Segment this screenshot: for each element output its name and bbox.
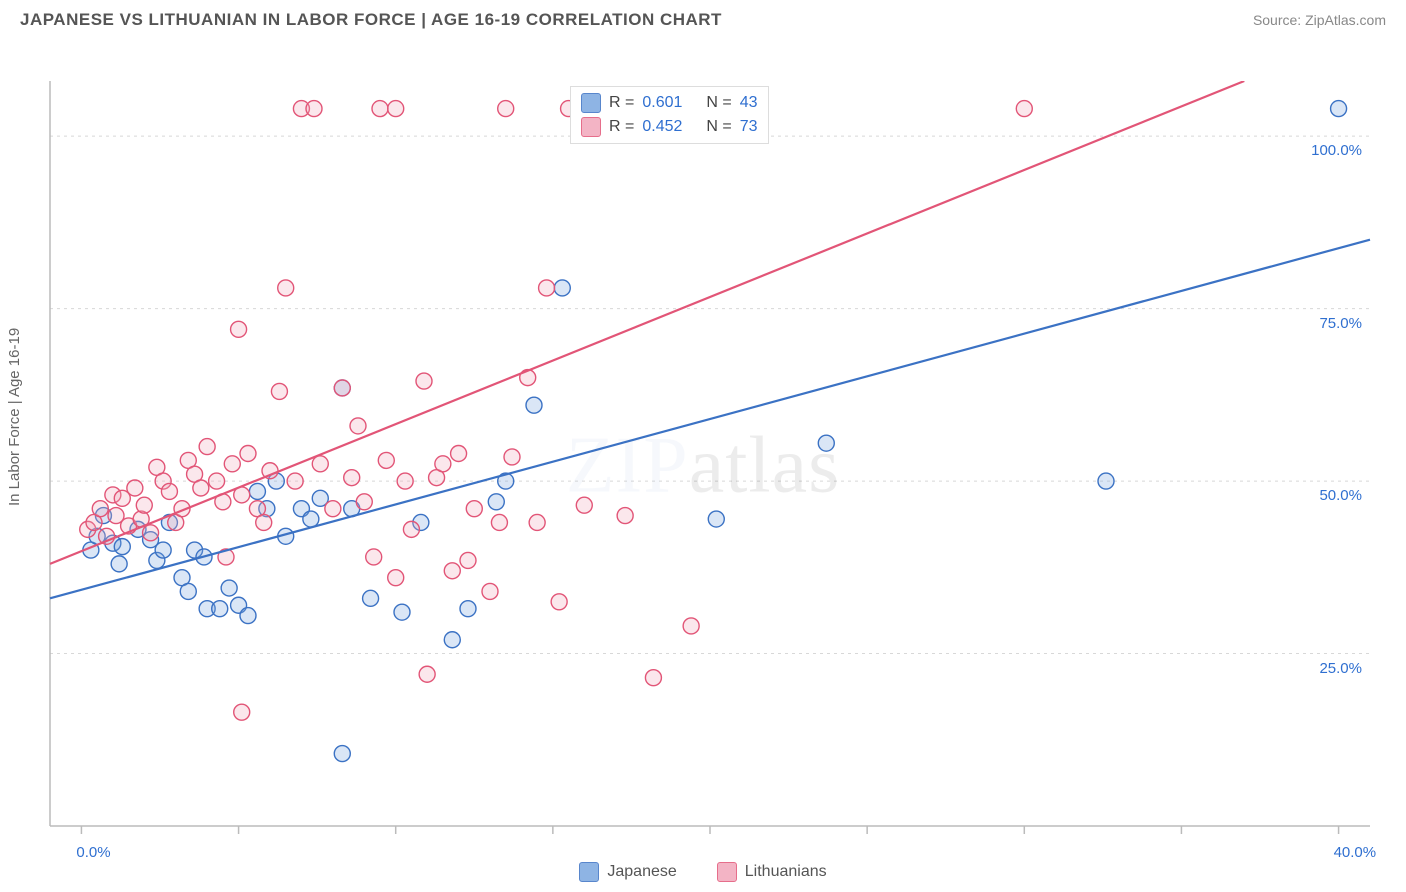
source-label: Source: ZipAtlas.com [1253,12,1386,28]
legend-label-lithuanians: Lithuanians [745,863,827,881]
r-label: R = [609,94,634,112]
swatch-japanese [579,862,599,882]
r-value-lithuanians: 0.452 [642,118,682,136]
y-tick-label: 25.0% [1302,660,1362,677]
legend-row-japanese: R = 0.601 N = 43 [581,91,758,115]
x-tick-label: 40.0% [1334,844,1377,861]
y-tick-label: 75.0% [1302,315,1362,332]
swatch-japanese [581,93,601,113]
legend-item-lithuanians: Lithuanians [717,862,827,882]
n-label: N = [706,118,731,136]
y-tick-label: 50.0% [1302,487,1362,504]
x-tick-label: 0.0% [76,844,110,861]
legend-series: Japanese Lithuanians [0,862,1406,882]
swatch-lithuanians [717,862,737,882]
title-bar: JAPANESE VS LITHUANIAN IN LABOR FORCE | … [0,0,1406,36]
swatch-lithuanians [581,117,601,137]
n-value-lithuanians: 73 [740,118,758,136]
y-tick-label: 100.0% [1302,142,1362,159]
r-label: R = [609,118,634,136]
n-value-japanese: 43 [740,94,758,112]
n-label: N = [706,94,731,112]
r-value-japanese: 0.601 [642,94,682,112]
legend-item-japanese: Japanese [579,862,676,882]
legend-row-lithuanians: R = 0.452 N = 73 [581,115,758,139]
chart-area: In Labor Force | Age 16-19 ZIPatlas R = … [0,36,1406,886]
legend-correlation: R = 0.601 N = 43 R = 0.452 N = 73 [570,86,769,144]
legend-label-japanese: Japanese [607,863,676,881]
chart-title: JAPANESE VS LITHUANIAN IN LABOR FORCE | … [20,10,722,30]
scatter-plot [0,36,1406,886]
y-axis-label: In Labor Force | Age 16-19 [6,328,23,506]
